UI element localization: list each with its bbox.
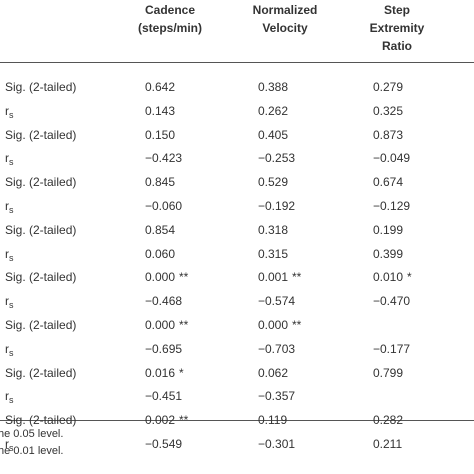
- row-label-sub: s: [9, 395, 14, 406]
- row-label: rs: [5, 341, 14, 358]
- row-label: Sig. (2-tailed): [5, 175, 77, 190]
- footnote: the 0.01 level.: [0, 445, 64, 457]
- row-label-sub: s: [9, 109, 14, 120]
- cell: 0.262: [258, 103, 289, 118]
- cell: −0.470: [373, 294, 411, 309]
- row-label: rs: [5, 294, 14, 311]
- row-label: Sig. (2-tailed): [5, 318, 77, 332]
- significance-mark: **: [292, 270, 302, 285]
- significance-mark: **: [292, 318, 302, 332]
- row-label: rs: [5, 389, 14, 406]
- bottom-rule: [0, 420, 474, 421]
- cell: 0.199: [373, 222, 404, 237]
- cell: −0.695: [145, 341, 183, 356]
- row-label: Sig. (2-tailed): [5, 270, 77, 285]
- cell: 0.000: [258, 318, 289, 332]
- cell: 0.642: [145, 80, 176, 94]
- column-header: Velocity: [262, 21, 308, 35]
- cell: 0.873: [373, 127, 404, 142]
- cell: 0.315: [258, 246, 289, 261]
- cell: −0.468: [145, 294, 183, 309]
- cell: 0.854: [145, 222, 176, 237]
- footnote: he 0.05 level.: [0, 428, 64, 440]
- cell: 0.119: [258, 413, 288, 428]
- cell: −0.703: [258, 341, 296, 356]
- row-label: Sig. (2-tailed): [5, 80, 77, 94]
- cell: 0.001: [258, 270, 289, 285]
- cell: 0.405: [258, 127, 289, 142]
- row-label: Sig. (2-tailed): [5, 222, 77, 237]
- row-label-sub: s: [9, 252, 14, 263]
- cell: 0.282: [373, 413, 404, 428]
- column-header: (steps/min): [137, 21, 202, 35]
- cell: 0.845: [145, 175, 176, 190]
- cell: −0.060: [145, 199, 183, 213]
- row-label: rs: [5, 437, 14, 453]
- cell: 0.000: [145, 318, 176, 332]
- cell: 0.060: [145, 246, 176, 261]
- row-label-sub: s: [9, 443, 14, 453]
- cell: 0.529: [258, 175, 289, 190]
- row-label: rs: [5, 151, 14, 168]
- cell: −0.423: [145, 151, 183, 166]
- row-label: rs: [5, 103, 14, 120]
- cell: 0.388: [258, 80, 289, 94]
- row-label: rs: [5, 246, 14, 263]
- row-label: Sig. (2-tailed): [5, 365, 77, 380]
- header-rule: [0, 62, 474, 63]
- significance-mark: **: [179, 318, 189, 332]
- row-label: rs: [5, 199, 14, 215]
- column-header: Ratio: [382, 39, 412, 53]
- cell: 0.799: [373, 365, 404, 380]
- cell: −0.049: [373, 151, 411, 166]
- cell: −0.177: [373, 341, 411, 356]
- cell: 0.010: [373, 270, 404, 285]
- row-label: Sig. (2-tailed): [5, 413, 77, 428]
- cell: 0.325: [373, 103, 404, 118]
- row-label-sub: s: [9, 157, 14, 168]
- column-header: Extremity: [369, 21, 425, 35]
- cell: 0.016: [145, 365, 176, 380]
- cell: −0.357: [258, 389, 296, 404]
- cell: 0.279: [373, 80, 404, 94]
- significance-mark: *: [179, 365, 184, 380]
- row-label-sub: s: [9, 205, 14, 215]
- column-header: Cadence: [144, 3, 196, 17]
- cell: 0.211: [373, 437, 403, 451]
- column-header: Step: [383, 3, 410, 17]
- cell: 0.318: [258, 222, 289, 237]
- cell: 0.399: [373, 246, 404, 261]
- significance-mark: *: [407, 270, 412, 285]
- row-label-sub: s: [9, 300, 14, 311]
- cell: 0.062: [258, 365, 289, 380]
- row-label-sub: s: [9, 347, 14, 358]
- cell: 0.143: [145, 103, 176, 118]
- column-header: Ba: [440, 1, 474, 19]
- cell: 0.002: [145, 413, 176, 428]
- cell: −0.192: [258, 199, 296, 213]
- row-label: Sig. (2-tailed): [5, 127, 77, 142]
- cell: −0.451: [145, 389, 183, 404]
- cell: −0.574: [258, 294, 296, 309]
- cell: 0.150: [145, 127, 176, 142]
- significance-mark: **: [179, 270, 189, 285]
- significance-mark: **: [179, 413, 189, 428]
- cell: 0.000: [145, 270, 176, 285]
- cell: −0.129: [373, 199, 411, 213]
- cell: 0.674: [373, 175, 404, 190]
- cell: −0.301: [258, 437, 296, 451]
- cell: −0.253: [258, 151, 296, 166]
- cell: −0.549: [145, 437, 183, 451]
- column-header: Normalized: [252, 3, 318, 17]
